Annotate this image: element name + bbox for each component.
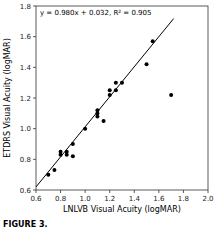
scatter-point bbox=[114, 81, 118, 85]
x-axis-label: LNLVB Visual Acuity (logMAR) bbox=[63, 205, 181, 214]
x-tick bbox=[60, 190, 61, 193]
x-tick-label: 0.6 bbox=[30, 195, 42, 203]
x-tick bbox=[183, 190, 184, 193]
y-tick-label: 1.2 bbox=[20, 95, 31, 103]
y-tick-label: 1.0 bbox=[20, 125, 31, 133]
x-tick-label: 1.0 bbox=[80, 195, 91, 203]
scatter-point bbox=[145, 62, 149, 66]
x-tick bbox=[158, 190, 159, 193]
y-tick-label: 1.8 bbox=[20, 3, 31, 11]
x-tick-label: 1.2 bbox=[104, 195, 115, 203]
y-tick-label: 0.8 bbox=[20, 156, 31, 164]
x-tick bbox=[134, 190, 135, 193]
regression-line bbox=[36, 19, 174, 187]
scatter-point bbox=[52, 168, 56, 172]
x-tick bbox=[208, 190, 209, 193]
y-tick bbox=[33, 6, 36, 7]
equation: y = 0.980x + 0.032, R² = 0.905 bbox=[40, 9, 151, 17]
x-tick bbox=[109, 190, 110, 193]
x-tick-label: 2.0 bbox=[202, 195, 213, 203]
figure-label: FIGURE 3. bbox=[3, 220, 48, 229]
y-tick bbox=[33, 128, 36, 129]
x-tick bbox=[85, 190, 86, 193]
scatter-point bbox=[102, 119, 106, 123]
scatter-point bbox=[59, 150, 63, 154]
y-tick bbox=[33, 190, 36, 191]
y-tick bbox=[33, 98, 36, 99]
y-tick-label: 0.6 bbox=[20, 187, 32, 195]
y-tick-label: 1.4 bbox=[20, 64, 32, 72]
y-tick bbox=[33, 159, 36, 160]
chart: 0.6 0.8 1.0 1.2 1.4 1.6 1.8 2.0 0.6 0.8 1.0 1.2 1.4 1… bbox=[0, 0, 219, 231]
x-tick-label: 1.8 bbox=[178, 195, 189, 203]
plot-frame bbox=[36, 6, 208, 190]
x-tick-label: 1.6 bbox=[153, 195, 165, 203]
x-tick bbox=[36, 190, 37, 193]
y-tick-label: 1.6 bbox=[20, 33, 32, 41]
scatter-point bbox=[71, 154, 75, 158]
y-axis-label: ETDRS Visual Acuity (logMAR) bbox=[3, 38, 12, 158]
y-tick bbox=[33, 67, 36, 68]
x-tick-label: 1.4 bbox=[129, 195, 141, 203]
x-tick-label: 0.8 bbox=[55, 195, 66, 203]
y-tick bbox=[33, 36, 36, 37]
scatter-point bbox=[108, 88, 112, 92]
plot-area bbox=[36, 19, 174, 187]
scatter-point bbox=[169, 93, 173, 97]
